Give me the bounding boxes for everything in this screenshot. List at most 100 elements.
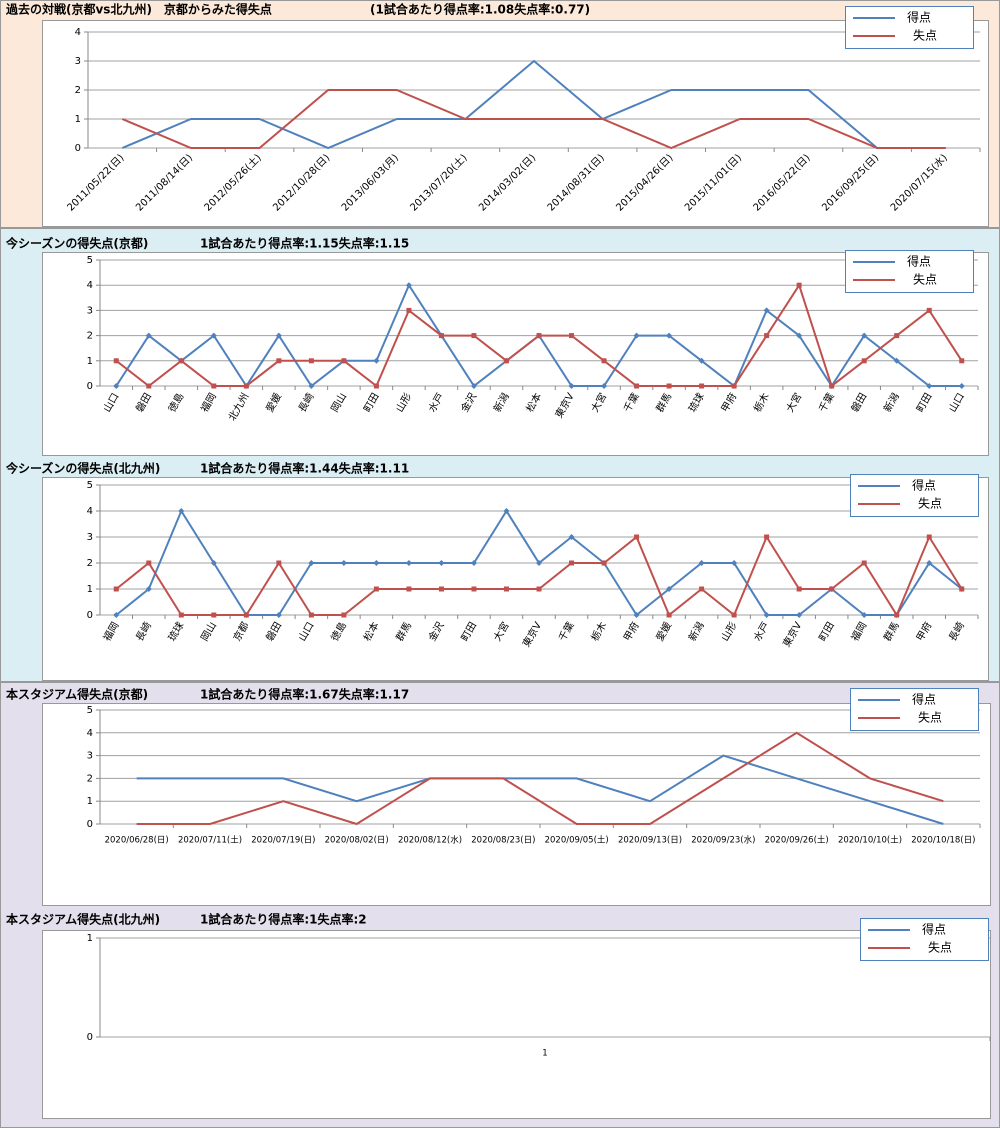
- marker: [406, 586, 412, 592]
- y-tick-label: 5: [87, 705, 93, 716]
- series-line: [121, 89, 946, 150]
- x-tick-label: 2020/08/23(日): [471, 836, 535, 846]
- y-tick-label: 5: [87, 255, 93, 266]
- marker: [405, 560, 412, 566]
- y-tick-label: 5: [87, 480, 93, 491]
- legend-box: [845, 250, 974, 293]
- chart-subtitle: 1試合あたり得点率:1.44失点率:1.11: [200, 461, 409, 476]
- marker: [796, 612, 803, 618]
- marker: [569, 560, 575, 566]
- y-tick-label: 0: [87, 610, 93, 621]
- chart-title: 今シーズンの得失点(北九州): [5, 461, 160, 476]
- marker: [699, 383, 705, 389]
- marker: [211, 612, 217, 618]
- marker: [536, 586, 542, 592]
- marker: [568, 383, 575, 389]
- marker: [764, 333, 770, 339]
- marker: [861, 612, 868, 618]
- marker: [210, 332, 217, 339]
- x-tick-label: 2020/07/11(土): [178, 835, 242, 846]
- y-tick-label: 3: [75, 56, 81, 67]
- marker: [926, 560, 933, 566]
- legend-box: [850, 474, 979, 517]
- y-tick-label: 4: [87, 280, 93, 291]
- marker: [634, 534, 640, 540]
- marker: [113, 358, 119, 364]
- marker: [894, 333, 900, 339]
- y-tick-label: 1: [87, 584, 93, 595]
- legend-label: 失点: [928, 940, 952, 955]
- y-tick-label: 1: [87, 796, 93, 807]
- marker: [503, 508, 510, 514]
- marker: [569, 333, 575, 339]
- chart-box: [42, 703, 991, 906]
- chart-title: 本スタジアム得失点(北九州): [6, 912, 160, 927]
- x-tick-label: 2020/09/26(土): [765, 835, 829, 846]
- marker: [829, 586, 835, 592]
- marker: [861, 332, 868, 339]
- legend-box: [845, 6, 974, 49]
- marker: [926, 383, 933, 389]
- marker: [276, 358, 282, 364]
- marker: [471, 586, 477, 592]
- marker: [634, 383, 640, 389]
- y-tick-label: 0: [87, 819, 93, 830]
- marker: [666, 332, 673, 339]
- marker: [211, 383, 217, 389]
- x-tick-label: 2020/06/28(日): [105, 836, 169, 846]
- marker: [536, 560, 542, 566]
- y-tick-label: 1: [75, 114, 81, 125]
- chart-subtitle: (1試合あたり得点率:1.08失点率:0.77): [370, 2, 590, 17]
- marker: [763, 612, 770, 618]
- marker: [113, 586, 119, 592]
- legend-label: 失点: [913, 28, 937, 43]
- y-tick-label: 1: [87, 356, 93, 367]
- marker: [503, 358, 509, 364]
- marker: [829, 383, 835, 389]
- chart-title: 過去の対戦(京都vs北九州) 京都からみた得失点: [5, 2, 272, 17]
- x-tick-label: 2020/08/02(日): [325, 836, 389, 846]
- legend-label: 得点: [912, 478, 936, 493]
- marker: [731, 560, 738, 566]
- marker: [405, 282, 412, 289]
- series-line: [121, 59, 946, 150]
- marker: [893, 357, 900, 364]
- y-tick-label: 0: [87, 381, 93, 392]
- marker: [666, 383, 672, 389]
- chart-box: [42, 930, 991, 1119]
- x-tick-label: 2020/08/12(水): [398, 835, 462, 846]
- chart-box: [42, 477, 989, 681]
- x-tick-label: 1: [542, 1049, 547, 1059]
- marker: [763, 307, 770, 314]
- marker: [373, 586, 379, 592]
- marker: [308, 383, 315, 389]
- chart-subtitle: 1試合あたり得点率:1.67失点率:1.17: [200, 687, 409, 702]
- marker: [796, 332, 803, 339]
- marker: [308, 612, 314, 618]
- marker: [470, 383, 477, 389]
- chart-title: 本スタジアム得失点(京都): [6, 687, 148, 702]
- marker: [373, 357, 380, 364]
- marker: [340, 560, 347, 566]
- marker: [633, 612, 640, 618]
- marker: [341, 358, 347, 364]
- chart-subtitle: 1試合あたり得点率:1.15失点率:1.15: [200, 236, 409, 251]
- marker: [275, 612, 282, 618]
- marker: [633, 332, 640, 339]
- y-tick-label: 4: [87, 728, 93, 739]
- marker: [894, 612, 900, 618]
- marker: [210, 560, 217, 566]
- marker: [145, 586, 152, 592]
- marker: [438, 560, 445, 566]
- chart-title: 今シーズンの得失点(京都): [5, 236, 148, 251]
- marker: [308, 358, 314, 364]
- legend-box: [860, 918, 989, 961]
- y-tick-label: 3: [87, 305, 93, 316]
- legend-label: 得点: [922, 922, 946, 937]
- marker: [178, 612, 184, 618]
- marker: [373, 560, 380, 566]
- legend-label: 失点: [913, 272, 937, 287]
- y-tick-label: 2: [87, 558, 93, 569]
- marker: [731, 383, 737, 389]
